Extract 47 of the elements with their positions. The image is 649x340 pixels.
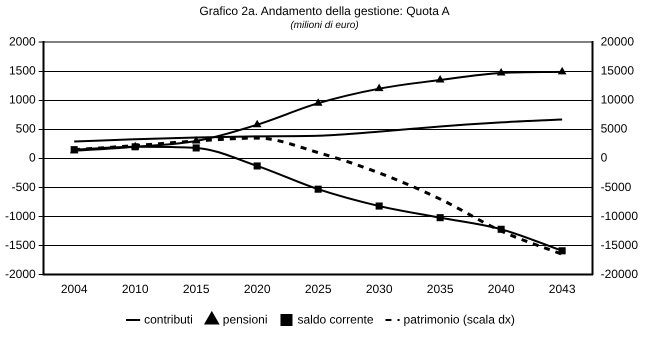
point <box>314 186 322 193</box>
y2-tick-label: 15000 <box>600 64 634 78</box>
point <box>558 66 566 74</box>
y-tick-label: 1000 <box>8 92 36 107</box>
x-tick-label: 2035 <box>426 282 454 296</box>
chart-title: Grafico 2a. Andamento della gestione: Quota A <box>198 4 451 18</box>
legend-label: contributi <box>144 312 193 326</box>
x-tick-label: 2010 <box>122 282 149 296</box>
chart-subtitle: (milioni di euro) <box>289 20 360 31</box>
y-tick-label: 500 <box>16 122 36 136</box>
y-tick-label: 2000 <box>8 34 36 49</box>
point <box>436 214 444 222</box>
point <box>374 84 384 92</box>
point <box>558 247 566 254</box>
point <box>498 226 505 233</box>
y-tick-label: -1000 <box>4 208 36 223</box>
y-tick-label: 0 <box>29 150 36 165</box>
y2-tick-label: 0 <box>600 150 608 165</box>
x-tick-label: 2030 <box>366 282 393 296</box>
y-tick-label: 1500 <box>8 64 36 78</box>
point <box>436 74 444 82</box>
y2-tick-label: -5000 <box>600 180 632 194</box>
y2-tick-label: 5000 <box>600 122 628 136</box>
y-tick-label: -2000 <box>4 266 36 281</box>
legend-label: pensioni <box>222 312 268 326</box>
y2-tick-label: -20000 <box>600 266 638 281</box>
y2-tick-label: 10000 <box>600 92 634 107</box>
y2-tick-label: -15000 <box>600 238 638 252</box>
point <box>252 120 262 128</box>
point <box>376 202 383 210</box>
x-tick-label: 2040 <box>488 282 515 296</box>
point <box>192 144 200 152</box>
legend-label: patrimonio (scala dx) <box>404 312 515 326</box>
y2-tick-label: -10000 <box>600 208 638 223</box>
point <box>192 136 201 144</box>
point <box>314 98 322 106</box>
point <box>496 68 506 76</box>
y2-tick-label: 20000 <box>600 34 634 49</box>
y-tick-label: -500 <box>12 180 36 194</box>
x-tick-label: 2020 <box>244 282 271 296</box>
x-tick-label: 2004 <box>60 282 88 296</box>
legend-label: saldo corrente <box>297 312 374 326</box>
point <box>254 162 261 170</box>
x-tick-label: 2015 <box>182 282 210 296</box>
y-tick-label: -1500 <box>4 238 36 252</box>
x-tick-label: 2043 <box>548 282 576 296</box>
x-tick-label: 2025 <box>304 282 332 296</box>
